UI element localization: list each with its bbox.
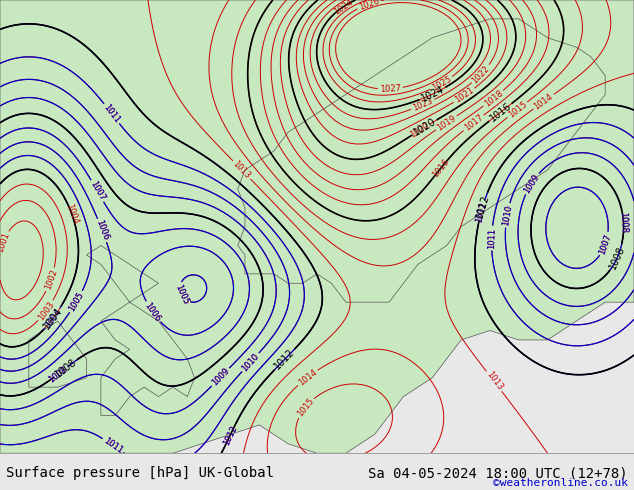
Text: 1014: 1014 xyxy=(533,92,555,111)
Text: 1011: 1011 xyxy=(101,102,122,125)
Text: 1009: 1009 xyxy=(210,367,231,388)
Text: 1007: 1007 xyxy=(598,233,613,255)
Polygon shape xyxy=(238,19,605,302)
Text: 1024: 1024 xyxy=(332,0,355,16)
Text: 1012: 1012 xyxy=(222,424,239,446)
Text: 1008: 1008 xyxy=(46,365,69,384)
Polygon shape xyxy=(0,0,634,453)
Text: 1008: 1008 xyxy=(607,245,627,271)
Text: 1007: 1007 xyxy=(88,180,107,202)
Text: 1008: 1008 xyxy=(618,212,628,234)
Text: 1024: 1024 xyxy=(420,84,446,104)
Text: 1020: 1020 xyxy=(411,117,437,138)
Text: 1013: 1013 xyxy=(231,159,252,181)
Text: 1022: 1022 xyxy=(470,64,491,85)
Text: 1026: 1026 xyxy=(358,0,380,12)
Text: 1006: 1006 xyxy=(143,301,162,323)
Text: 1016: 1016 xyxy=(488,101,513,124)
Text: 1027: 1027 xyxy=(379,84,401,94)
Text: 1010: 1010 xyxy=(501,204,514,226)
Text: 1010: 1010 xyxy=(240,351,261,373)
Text: 1004: 1004 xyxy=(64,202,79,225)
Text: 1008: 1008 xyxy=(618,212,628,234)
Text: 1015: 1015 xyxy=(507,100,528,120)
Text: 1011: 1011 xyxy=(101,102,122,125)
Text: 1020: 1020 xyxy=(408,121,431,140)
Text: 1011: 1011 xyxy=(487,227,496,248)
Text: 1006: 1006 xyxy=(143,301,162,323)
Text: 1009: 1009 xyxy=(522,172,541,195)
Text: 1021: 1021 xyxy=(453,86,476,105)
Text: 1002: 1002 xyxy=(43,268,59,291)
Text: 1019: 1019 xyxy=(435,113,458,132)
Text: 1007: 1007 xyxy=(598,233,613,255)
Text: Sa 04-05-2024 18:00 UTC (12+78): Sa 04-05-2024 18:00 UTC (12+78) xyxy=(368,466,628,480)
Text: 1012: 1012 xyxy=(474,193,491,220)
Text: 1018: 1018 xyxy=(482,89,505,109)
Text: 1005: 1005 xyxy=(67,291,86,313)
Text: 1012: 1012 xyxy=(222,424,239,446)
Text: 1013: 1013 xyxy=(484,370,504,392)
Text: 1011: 1011 xyxy=(101,436,124,455)
Text: 1011: 1011 xyxy=(487,227,496,248)
Text: 1006: 1006 xyxy=(94,219,110,242)
Text: 1004: 1004 xyxy=(42,305,65,331)
Text: 1005: 1005 xyxy=(173,283,190,305)
Text: 1016: 1016 xyxy=(430,157,451,179)
Text: 1010: 1010 xyxy=(501,204,514,226)
Text: 1012: 1012 xyxy=(273,347,297,371)
Text: 1008: 1008 xyxy=(46,365,69,384)
Text: 1001: 1001 xyxy=(0,231,11,254)
Text: 1006: 1006 xyxy=(94,219,110,242)
Text: Surface pressure [hPa] UK-Global: Surface pressure [hPa] UK-Global xyxy=(6,466,275,480)
Text: 1025: 1025 xyxy=(430,74,453,93)
Text: ©weatheronline.co.uk: ©weatheronline.co.uk xyxy=(493,478,628,488)
Text: 1005: 1005 xyxy=(67,291,86,313)
Text: 1010: 1010 xyxy=(240,351,261,373)
Text: 1012: 1012 xyxy=(474,201,488,223)
Text: 1023: 1023 xyxy=(411,97,434,113)
Text: 1008: 1008 xyxy=(53,357,79,380)
Text: 1015: 1015 xyxy=(295,396,315,418)
Text: 1017: 1017 xyxy=(462,113,484,133)
Text: 1004: 1004 xyxy=(43,307,63,329)
Text: 1003: 1003 xyxy=(36,299,56,322)
Polygon shape xyxy=(86,245,195,416)
Text: 1011: 1011 xyxy=(101,436,124,455)
Text: 1012: 1012 xyxy=(474,201,488,223)
Text: 1007: 1007 xyxy=(88,180,107,202)
Text: 1009: 1009 xyxy=(210,367,231,388)
Text: 1014: 1014 xyxy=(297,368,318,388)
Text: 1009: 1009 xyxy=(522,172,541,195)
Polygon shape xyxy=(29,321,86,387)
Text: 1005: 1005 xyxy=(173,283,190,305)
